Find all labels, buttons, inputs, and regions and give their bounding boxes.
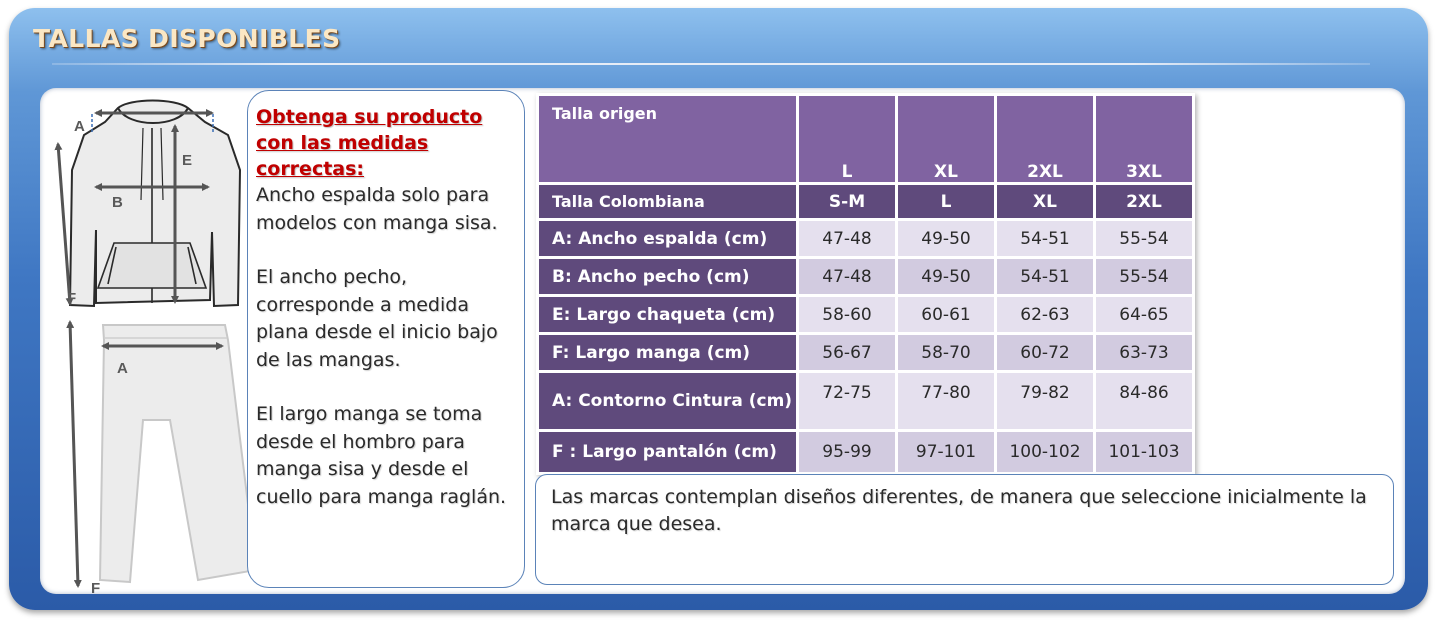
colombian-label: Talla Colombiana — [539, 185, 796, 218]
title-divider — [52, 63, 1370, 65]
header-row-origin: Talla origen L XL 2XL 3XL — [539, 96, 1192, 182]
table-cell: 58-60 — [799, 297, 895, 332]
table-cell: 47-48 — [799, 259, 895, 294]
table-row: F : Largo pantalón (cm) 95-99 97-101 100… — [539, 432, 1192, 472]
row-label: F: Largo manga (cm) — [539, 335, 796, 370]
instructions-box — [247, 90, 525, 588]
table-cell: 62-63 — [997, 297, 1093, 332]
table-cell: 64-65 — [1096, 297, 1192, 332]
origin-size: 3XL — [1096, 96, 1192, 182]
instructions-paragraph: El ancho pecho, corresponde a medida pla… — [256, 266, 498, 371]
table-row: F: Largo manga (cm) 56-67 58-70 60-72 63… — [539, 335, 1192, 370]
table-cell: 49-50 — [898, 259, 994, 294]
table-cell: 63-73 — [1096, 335, 1192, 370]
origin-size: 2XL — [997, 96, 1093, 182]
origin-size: XL — [898, 96, 994, 182]
table-cell: 55-54 — [1096, 221, 1192, 256]
row-label: A: Ancho espalda (cm) — [539, 221, 796, 256]
table-cell: 101-103 — [1096, 432, 1192, 472]
table-cell: 54-51 — [997, 259, 1093, 294]
size-table: Talla origen L XL 2XL 3XL Talla Colombia… — [536, 93, 1195, 475]
table-cell: 60-61 — [898, 297, 994, 332]
colombian-size: XL — [997, 185, 1093, 218]
table-cell: 97-101 — [898, 432, 994, 472]
table-row: E: Largo chaqueta (cm) 58-60 60-61 62-63… — [539, 297, 1192, 332]
colombian-size: L — [898, 185, 994, 218]
page-title: TALLAS DISPONIBLES — [33, 24, 341, 53]
table-row: A: Ancho espalda (cm) 47-48 49-50 54-51 … — [539, 221, 1192, 256]
row-label: E: Largo chaqueta (cm) — [539, 297, 796, 332]
table-cell: 60-72 — [997, 335, 1093, 370]
table-cell: 49-50 — [898, 221, 994, 256]
origin-size: L — [799, 96, 895, 182]
row-label: B: Ancho pecho (cm) — [539, 259, 796, 294]
table-cell: 58-70 — [898, 335, 994, 370]
row-label: A: Contorno Cintura (cm) — [539, 373, 796, 429]
instructions-paragraph: Ancho espalda solo para modelos con mang… — [256, 184, 498, 234]
table-row: B: Ancho pecho (cm) 47-48 49-50 54-51 55… — [539, 259, 1192, 294]
table-cell: 95-99 — [799, 432, 895, 472]
colombian-size: 2XL — [1096, 185, 1192, 218]
table-cell: 54-51 — [997, 221, 1093, 256]
table-cell: 84-86 — [1096, 373, 1192, 429]
instructions-content: Obtenga su producto con las medidas corr… — [256, 104, 526, 511]
table-cell: 79-82 — [997, 373, 1093, 429]
table-cell: 56-67 — [799, 335, 895, 370]
origin-label: Talla origen — [539, 96, 796, 182]
table-cell: 55-54 — [1096, 259, 1192, 294]
header-row-colombian: Talla Colombiana S-M L XL 2XL — [539, 185, 1192, 218]
table-cell: 47-48 — [799, 221, 895, 256]
table-cell: 100-102 — [997, 432, 1093, 472]
row-label: F : Largo pantalón (cm) — [539, 432, 796, 472]
instructions-heading: Obtenga su producto con las medidas corr… — [256, 106, 483, 180]
table-row: A: Contorno Cintura (cm) 72-75 77-80 79-… — [539, 373, 1192, 429]
note-text: Las marcas contemplan diseños diferentes… — [551, 486, 1367, 535]
note-box — [535, 474, 1394, 585]
table-cell: 77-80 — [898, 373, 994, 429]
instructions-paragraph: El largo manga se toma desde el hombro p… — [256, 403, 507, 508]
table-cell: 72-75 — [799, 373, 895, 429]
colombian-size: S-M — [799, 185, 895, 218]
